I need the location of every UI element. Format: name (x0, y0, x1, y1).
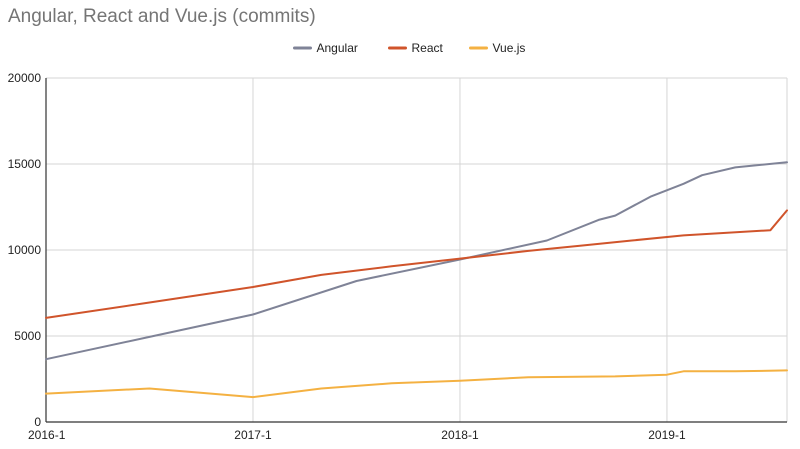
legend-item-react[interactable]: React (388, 41, 444, 55)
chart-title: Angular, React and Vue.js (commits) (8, 6, 316, 27)
y-tick-label: 20000 (8, 71, 42, 85)
legend-label: React (412, 41, 444, 55)
x-tick-label: 2019-1 (648, 428, 686, 442)
y-tick-label: 10000 (8, 243, 42, 257)
x-tick-label: 2017-1 (234, 428, 272, 442)
legend[interactable]: Angular React Vue.js (293, 41, 526, 55)
axis-layer: 0 5000 10000 15000 20000 2016-1 2017-1 2018-1 20… (8, 71, 787, 442)
y-tick-label: 5000 (14, 329, 41, 343)
legend-label: Angular (317, 41, 358, 55)
x-tick-label: 2016-1 (28, 428, 66, 442)
legend-label: Vue.js (493, 41, 526, 55)
series-line-vue-js[interactable] (45, 369, 788, 399)
legend-item-vue-js[interactable]: Vue.js (469, 41, 526, 55)
series-line-angular[interactable] (45, 161, 788, 361)
y-tick-label: 15000 (8, 157, 42, 171)
grid-layer (46, 77, 788, 422)
x-tick-label: 2018-1 (441, 428, 479, 442)
series-line-react[interactable] (45, 209, 788, 319)
series-layer (45, 161, 788, 399)
y-tick-label: 0 (34, 415, 41, 429)
legend-item-angular[interactable]: Angular (293, 41, 358, 55)
